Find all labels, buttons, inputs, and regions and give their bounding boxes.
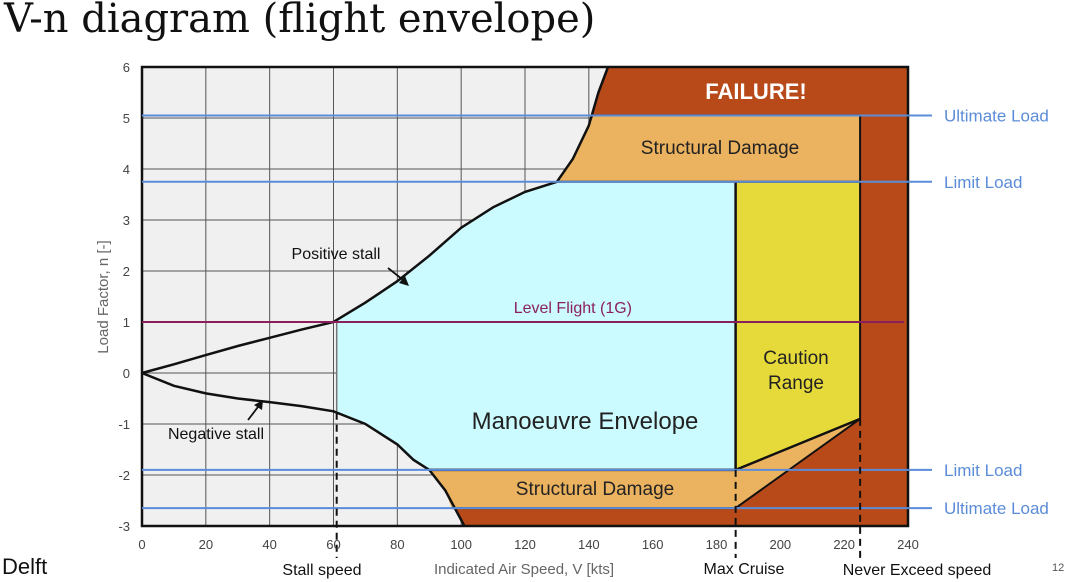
- y-tick-label: 6: [123, 60, 130, 75]
- plot-frame: [140, 65, 910, 528]
- x-tick-label: 240: [897, 537, 919, 552]
- x-tick-label: 140: [578, 537, 600, 552]
- x-tick-label: 120: [514, 537, 536, 552]
- structural-damage-negative-region: [429, 418, 861, 509]
- y-axis-label: Load Factor, n [-]: [95, 240, 112, 353]
- x-tick-label: 80: [390, 537, 404, 552]
- negative-stall-curve: [141, 371, 466, 527]
- manoeuvre-envelope-region: [333, 181, 736, 470]
- x-tick-label: 0: [138, 537, 145, 552]
- caution-range-label-line2: Range: [768, 373, 824, 394]
- y-tick-label: -1: [118, 417, 130, 432]
- x-tick-label: 220: [833, 537, 855, 552]
- y-tick-label: -2: [118, 468, 130, 483]
- slide-title: V-n diagram (flight envelope): [4, 0, 596, 42]
- structural-damage-positive-region: [556, 115, 861, 182]
- x-tick-label: 40: [262, 537, 276, 552]
- stall-speed-label: Stall speed: [282, 562, 361, 579]
- page-number: 12: [1052, 562, 1065, 574]
- negative-stall-arrowhead: [254, 400, 263, 410]
- structural-damage-negative-label: Structural Damage: [516, 479, 674, 500]
- level-flight-label: Level Flight (1G): [514, 300, 632, 317]
- y-tick-label: 0: [123, 366, 130, 381]
- negative-stall-annotation: Negative stall: [168, 426, 264, 443]
- y-tick-label: 2: [123, 264, 130, 279]
- x-tick-label: 20: [199, 537, 213, 552]
- positive-stall-arrowhead: [399, 276, 409, 286]
- x-tick-label: 100: [450, 537, 472, 552]
- positive-stall-annotation: Positive stall: [292, 246, 381, 263]
- x-tick-label: 160: [642, 537, 664, 552]
- caution-range-label-line1: Caution: [763, 348, 829, 369]
- y-tick-label: 3: [123, 213, 130, 228]
- limit-load-positive-label: Limit Load: [944, 173, 1022, 192]
- failure-label: FAILURE!: [705, 79, 806, 104]
- limit-load-negative-label: Limit Load: [944, 461, 1022, 480]
- x-tick-label: 200: [769, 537, 791, 552]
- y-tick-label: 1: [123, 315, 130, 330]
- x-tick-label: 180: [706, 537, 728, 552]
- y-tick-label: 5: [123, 111, 130, 126]
- positive-stall-curve: [141, 66, 610, 375]
- max-cruise-label: Max Cruise: [704, 561, 785, 578]
- never-exceed-label: Never Exceed speed: [843, 562, 992, 579]
- y-tick-label: -3: [118, 519, 130, 534]
- ultimate-load-negative-label: Ultimate Load: [944, 499, 1049, 518]
- caution-range-region: [735, 181, 861, 470]
- y-tick-label: 4: [123, 162, 130, 177]
- x-tick-label: 60: [326, 537, 340, 552]
- structural-damage-positive-label: Structural Damage: [641, 138, 799, 159]
- x-axis-label: Indicated Air Speed, V [kts]: [434, 561, 614, 578]
- ultimate-load-positive-label: Ultimate Load: [944, 106, 1049, 125]
- footer-logo-text: Delft: [2, 554, 48, 579]
- manoeuvre-envelope-label: Manoeuvre Envelope: [472, 408, 699, 435]
